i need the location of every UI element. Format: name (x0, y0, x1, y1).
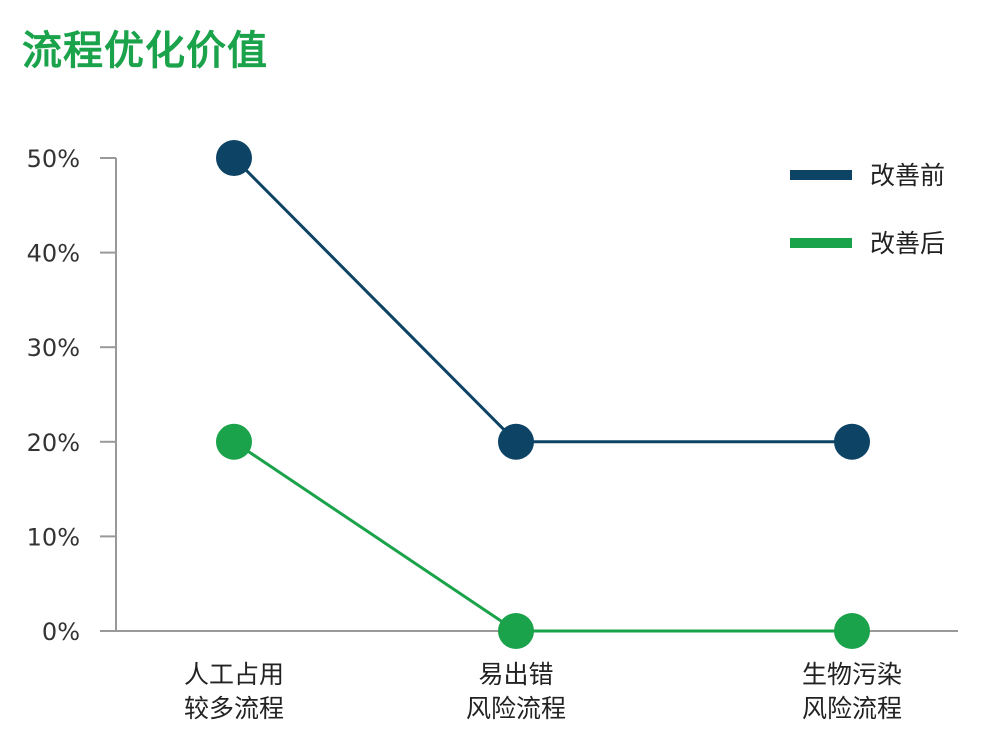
series-layer (216, 140, 870, 649)
data-point (216, 423, 252, 460)
chart-title: 流程优化价值 (22, 28, 268, 74)
data-point (834, 423, 870, 460)
data-point (498, 423, 534, 460)
series-after (216, 423, 870, 649)
y-tick-label: 10% (27, 523, 80, 551)
series-line (232, 156, 852, 444)
legend-swatch (790, 238, 852, 248)
y-tick-label: 40% (27, 240, 80, 268)
y-tick-label: 50% (27, 145, 80, 173)
x-category-label: 易出错风险流程 (466, 660, 566, 723)
y-axis-ticks: 0% 10% 20% 30% 40% 50% (27, 145, 116, 646)
data-point (216, 140, 252, 176)
series-line (233, 440, 852, 633)
series-before (216, 140, 870, 460)
y-tick-label: 20% (27, 429, 80, 457)
legend-label: 改善前 (870, 161, 945, 190)
x-category-label: 生物污染风险流程 (802, 660, 902, 723)
x-category-label: 人工占用较多流程 (184, 660, 284, 723)
chart-axes (100, 158, 958, 632)
data-point (834, 613, 870, 649)
legend-swatch (790, 170, 852, 180)
y-tick-label: 0% (42, 618, 80, 646)
legend-label: 改善后 (870, 229, 945, 258)
data-point (498, 613, 534, 649)
x-axis-labels: 人工占用较多流程 易出错风险流程 生物污染风险流程 (184, 660, 902, 723)
y-tick-label: 30% (27, 334, 80, 362)
